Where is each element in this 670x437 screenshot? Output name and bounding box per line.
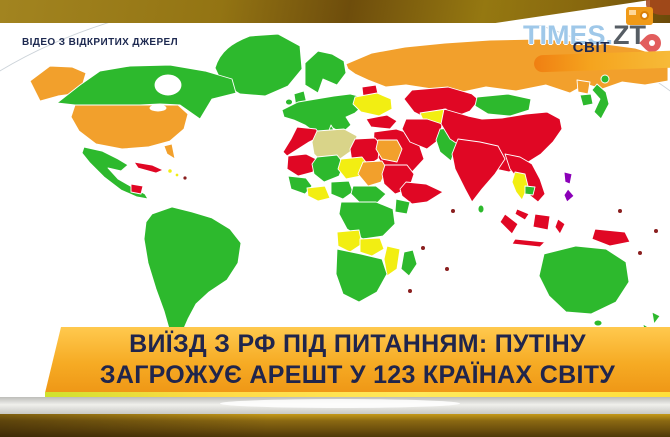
region-nicaragua xyxy=(130,183,144,195)
region-thailand xyxy=(511,171,529,201)
region-ivory-coast-ghana xyxy=(306,185,331,202)
bottom-gold-band xyxy=(0,414,670,437)
region-angola xyxy=(336,229,363,253)
region-caribbean-island xyxy=(167,168,173,174)
region-sri-lanka xyxy=(477,204,485,214)
region-turkey xyxy=(365,114,398,130)
region-sumatra xyxy=(499,213,519,235)
region-java xyxy=(511,238,546,248)
region-borneo xyxy=(532,213,551,231)
region-caribbean-island xyxy=(174,172,180,178)
region-nigeria xyxy=(330,180,354,200)
silver-gloss xyxy=(220,399,460,408)
region-mozambique xyxy=(383,245,401,277)
region-sulawesi xyxy=(554,218,566,235)
region-malaysia xyxy=(514,208,530,221)
region-mongolia xyxy=(474,93,532,117)
region-cambodia xyxy=(524,185,536,196)
region-drc-congo xyxy=(338,201,396,240)
island-dots xyxy=(183,176,658,293)
region-japan xyxy=(591,83,610,120)
region-zambia xyxy=(359,237,385,257)
region-mali xyxy=(311,154,345,183)
headline-line-1: ВИЇЗД З РФ ПІД ПИТАННЯМ: ПУТІНУ xyxy=(129,330,586,358)
region-usa-florida xyxy=(163,143,176,160)
camera-icon xyxy=(626,7,653,25)
region-cameroon-car xyxy=(350,185,387,205)
region-chad xyxy=(357,160,388,187)
logo-text: TIMES.ZT xyxy=(523,20,646,51)
region-new-guinea xyxy=(591,228,631,247)
logo-times: TIMES. xyxy=(522,20,613,50)
region-south-korea xyxy=(579,93,594,107)
hudson-bay xyxy=(154,74,182,96)
great-lakes xyxy=(149,104,167,112)
top-gold-band xyxy=(0,0,670,23)
region-greenland xyxy=(214,33,303,97)
region-cuba xyxy=(133,161,164,174)
region-europe xyxy=(281,93,365,138)
orange-brush-stroke xyxy=(533,50,670,73)
region-japan-hokkaido xyxy=(600,74,610,84)
region-southern-africa xyxy=(335,248,388,303)
region-ireland xyxy=(285,98,293,106)
region-south-america xyxy=(143,206,242,347)
region-russia xyxy=(345,38,669,94)
source-label: ВІДЕО З ВІДКРИТИХ ДЖЕРЕЛ xyxy=(22,37,179,48)
region-egypt xyxy=(375,139,403,163)
channel-logo: TIMES.ZT СВІТ xyxy=(470,0,670,85)
region-australia xyxy=(538,245,630,315)
region-kenya xyxy=(394,198,411,215)
region-tasmania xyxy=(593,319,603,327)
region-ukraine xyxy=(352,92,393,117)
region-mauritania xyxy=(286,153,317,177)
headline-line-2: ЗАГРОЖУЄ АРЕШТ У 123 КРАЇНАХ СВІТУ xyxy=(99,361,616,389)
region-india xyxy=(451,138,506,203)
region-philippines xyxy=(563,188,575,203)
category-badge: СВІТ xyxy=(572,39,610,56)
region-philippines xyxy=(563,171,573,185)
region-madagascar xyxy=(400,249,418,277)
region-new-zealand xyxy=(651,311,661,325)
region-horn-of-africa xyxy=(399,181,444,205)
headline-banner: ВИЇЗД З РФ ПІД ПИТАННЯМ: ПУТІНУ ЗАГРОЖУЄ… xyxy=(45,327,670,393)
region-iran xyxy=(401,118,443,150)
banner-yellow-edge xyxy=(45,392,670,397)
region-usa xyxy=(70,104,189,150)
region-scandinavia xyxy=(304,50,347,94)
